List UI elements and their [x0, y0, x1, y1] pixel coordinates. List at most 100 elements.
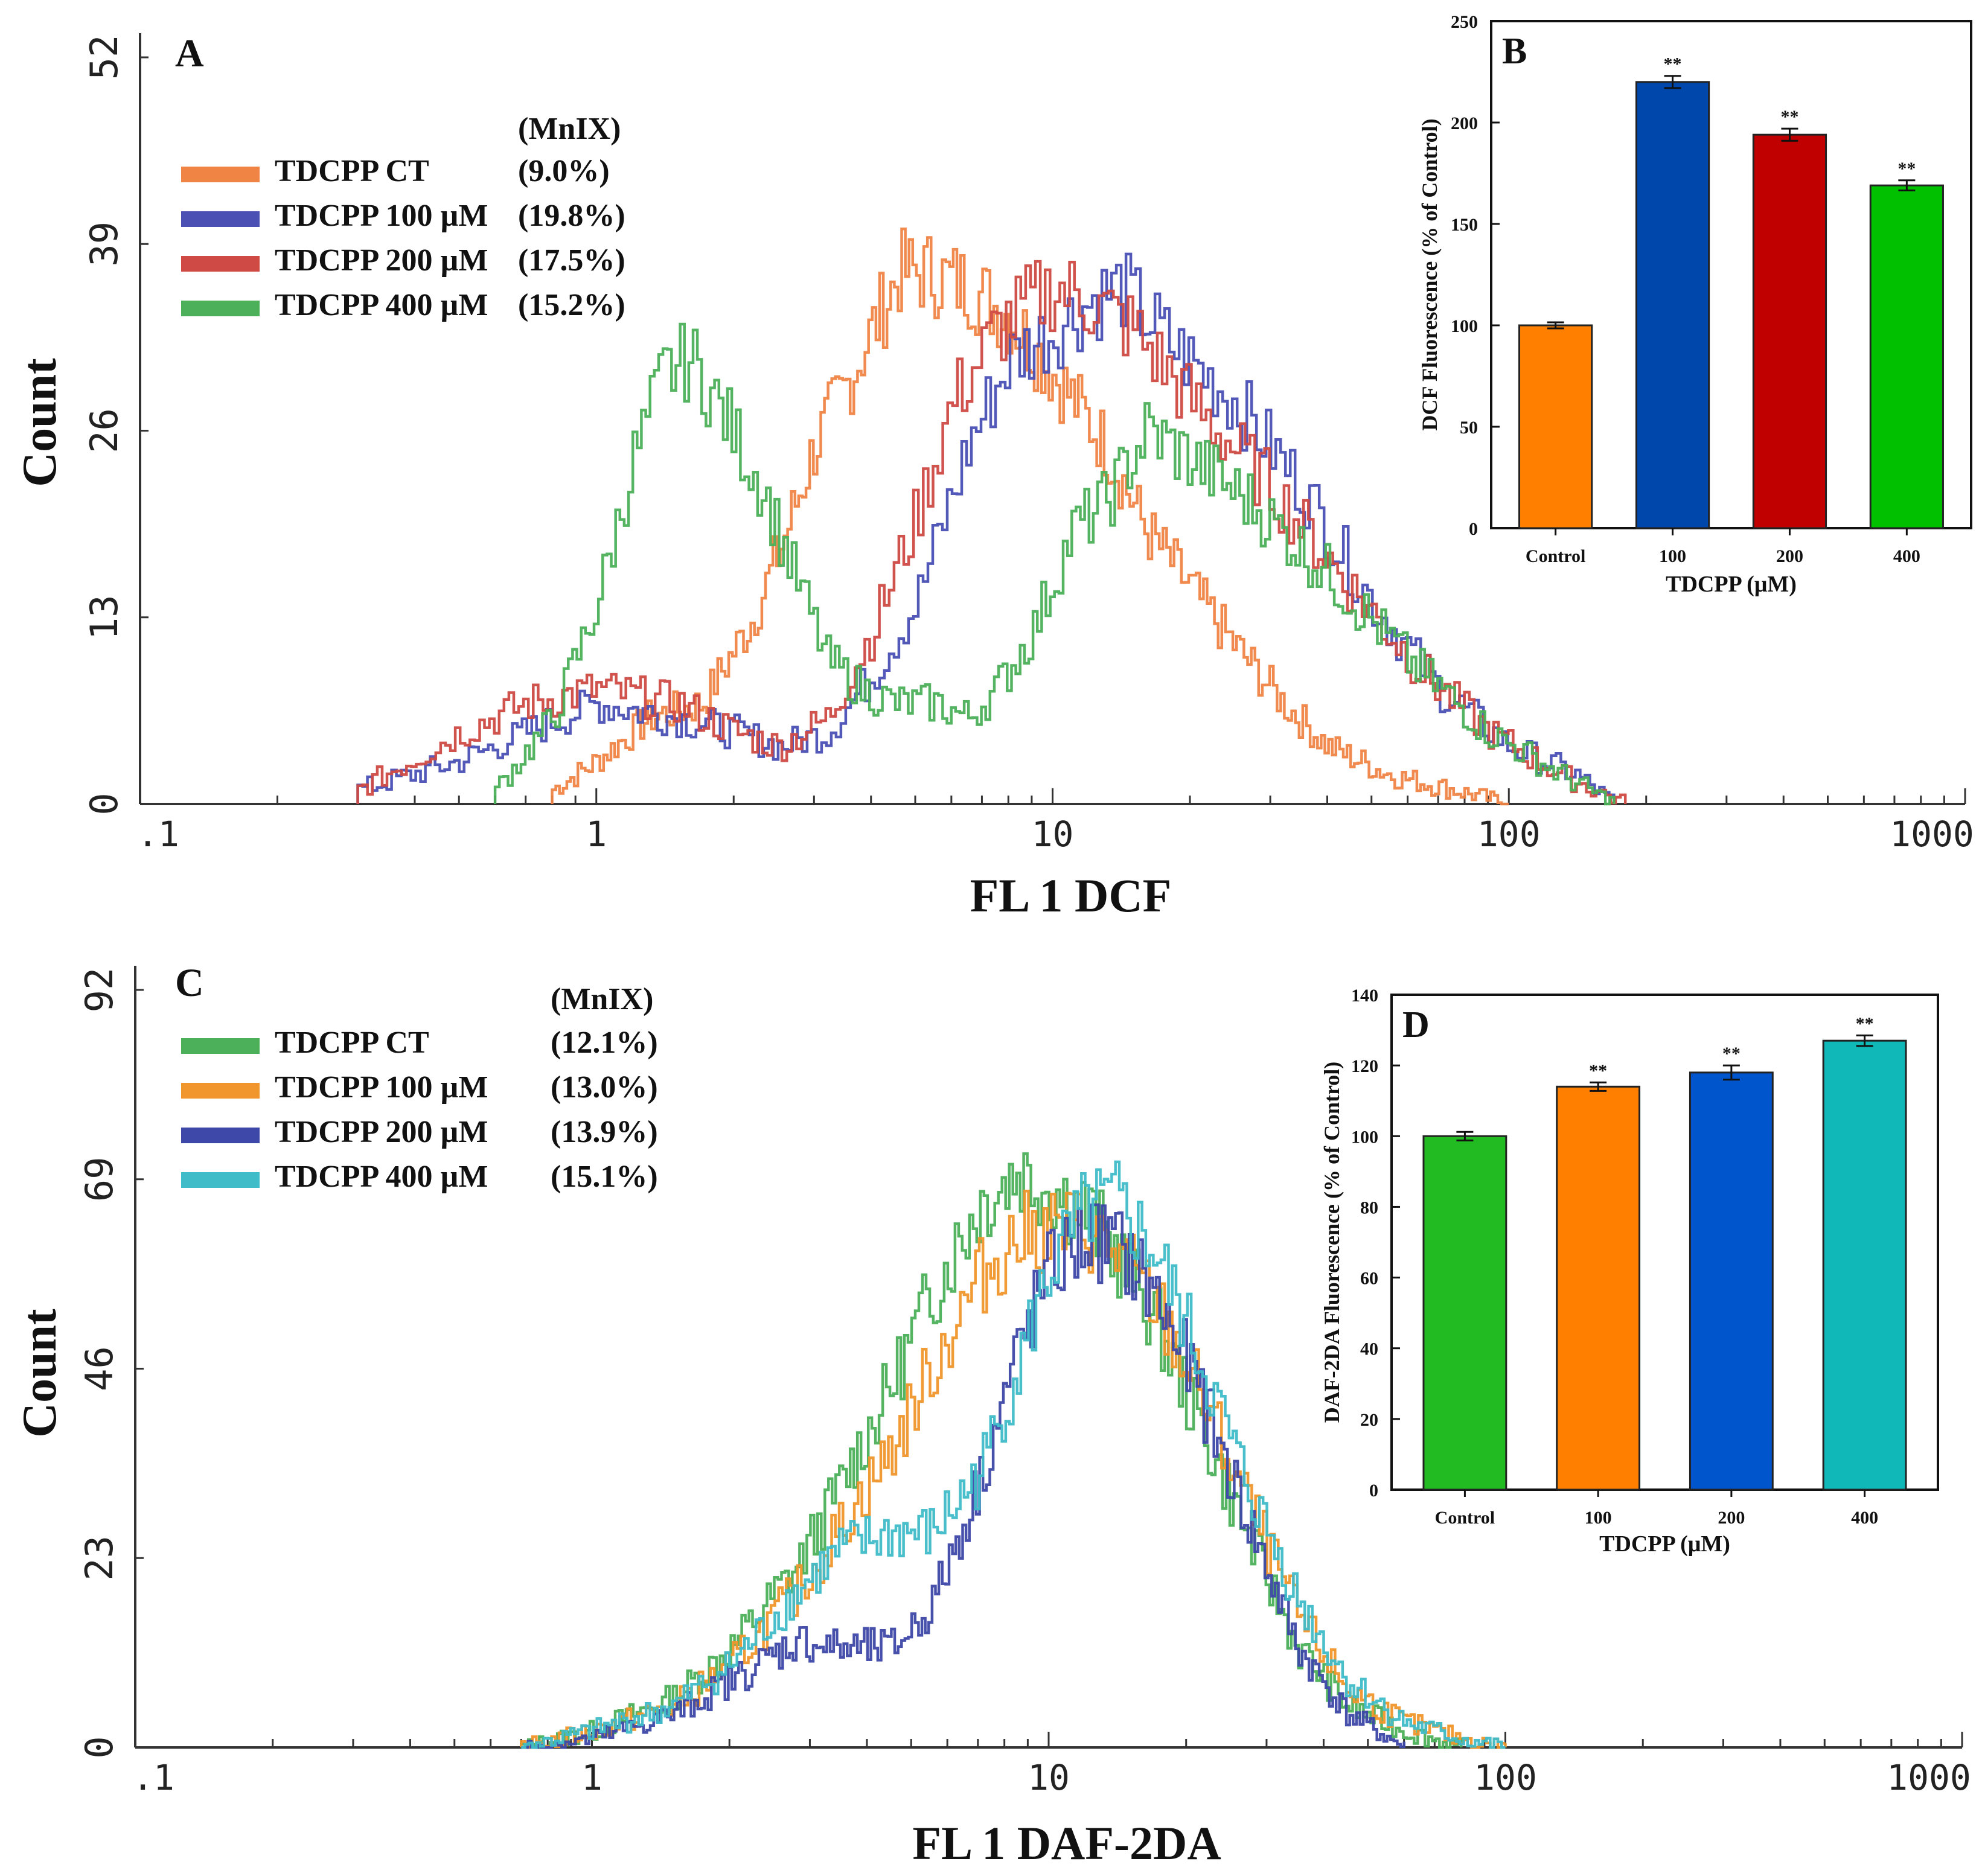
- y-tick-label: 80: [1360, 1198, 1378, 1217]
- legend-pct: (19.8%): [518, 199, 625, 233]
- x-tick-label: .1: [137, 814, 179, 855]
- y-tick-label: 46: [77, 1346, 121, 1391]
- legend-entry: TDCPP 200 µM: [275, 1115, 488, 1149]
- legend-pct: (17.5%): [518, 243, 625, 278]
- bar-1: [1635, 81, 1710, 529]
- series-line-1: [520, 1189, 1507, 1749]
- y-tick-label: 140: [1351, 986, 1378, 1006]
- y-tick-label: 13: [82, 595, 126, 640]
- x-tick-label: 10: [1028, 1757, 1070, 1798]
- y-tick-label: 20: [1360, 1410, 1378, 1430]
- legend: (MnIX) TDCPP CT (12.1%) TDCPP 100 µM (13.0%)…: [181, 982, 658, 1194]
- bar-3: [1869, 184, 1944, 529]
- bar-0: [1518, 324, 1593, 529]
- y-tick-label: 92: [77, 968, 121, 1013]
- bar-0: [1422, 1135, 1507, 1491]
- y-axis-label: Count: [13, 1309, 66, 1438]
- legend-swatch: [181, 167, 260, 182]
- panel-label: B: [1502, 31, 1527, 72]
- legend-pct: (9.0%): [518, 154, 610, 188]
- x-tick-label: 100: [1477, 814, 1541, 855]
- y-tick-label: 52: [82, 35, 126, 80]
- x-tick-label: 1000: [1890, 814, 1974, 855]
- y-tick-label: 60: [1360, 1269, 1378, 1289]
- legend-swatch: [181, 256, 260, 272]
- legend-entry: TDCPP 100 µM: [275, 199, 488, 233]
- x-tick-label: 100: [1659, 546, 1686, 566]
- significance-label: **: [1780, 107, 1798, 127]
- y-tick-label: 69: [77, 1157, 121, 1202]
- y-tick-label: 39: [82, 222, 126, 267]
- significance-label: **: [1722, 1044, 1741, 1064]
- x-tick-label: .1: [132, 1757, 174, 1798]
- legend-pct: (13.9%): [551, 1115, 658, 1149]
- legend-entry: TDCPP 100 µM: [275, 1070, 488, 1105]
- x-ticks: [139, 788, 1966, 804]
- legend-entry: TDCPP 400 µM: [275, 1160, 488, 1194]
- series-line-3: [521, 1160, 1506, 1749]
- panel-label: D: [1402, 1004, 1430, 1045]
- legend-entry: TDCPP 400 µM: [275, 288, 488, 322]
- legend-swatch: [181, 301, 260, 316]
- legend-swatch: [181, 211, 260, 227]
- y-axis-label: DAF-2DA Fluorescence (% of Control): [1320, 1062, 1344, 1423]
- legend-entry: TDCPP 200 µM: [275, 243, 488, 278]
- x-tick-label: Control: [1526, 546, 1585, 566]
- x-tick-label: 100: [1585, 1508, 1612, 1528]
- legend-swatch: [181, 1038, 260, 1054]
- panel-B: 0 50 100 150 200 250 Control ** 100 ** 200 ** 400 TDC…: [1418, 12, 1972, 597]
- significance-label: **: [1589, 1061, 1607, 1080]
- x-tick-label: 400: [1851, 1508, 1878, 1528]
- bar-2: [1689, 1071, 1774, 1491]
- y-tick-label: 50: [1460, 418, 1478, 438]
- y-tick-label: 0: [82, 793, 126, 815]
- x-tick-label: 1: [586, 814, 607, 855]
- y-tick-label: 100: [1451, 316, 1478, 336]
- bar-1: [1556, 1085, 1641, 1491]
- panel-label: A: [175, 31, 204, 75]
- legend-swatch: [181, 1128, 260, 1143]
- x-tick-label: 400: [1893, 546, 1920, 566]
- x-tick-label: 1: [581, 1757, 603, 1798]
- y-tick-label: 150: [1451, 215, 1478, 235]
- legend-pct: (12.1%): [551, 1026, 658, 1060]
- legend-entry: TDCPP CT: [275, 154, 429, 188]
- significance-label: **: [1897, 159, 1916, 179]
- legend: (MnIX) TDCPP CT (9.0%) TDCPP 100 µM (19.8%) T…: [181, 112, 625, 322]
- significance-label: **: [1664, 54, 1682, 74]
- legend-header: (MnIX): [551, 982, 653, 1016]
- legend-pct: (15.1%): [551, 1160, 658, 1194]
- significance-label: **: [1856, 1013, 1874, 1033]
- y-tick-label: 0: [1469, 519, 1478, 539]
- bar-3: [1822, 1039, 1907, 1491]
- panel-D: 0 20 40 60 80 100 120 140 Control ** 100 ** 200 ** 400…: [1320, 986, 1939, 1557]
- x-ticks: [134, 1732, 1963, 1747]
- y-tick-label: 250: [1451, 12, 1478, 32]
- legend-swatch: [181, 1083, 260, 1099]
- y-tick-label: 40: [1360, 1339, 1378, 1359]
- legend-pct: (13.0%): [551, 1070, 658, 1105]
- y-tick-label: 0: [1369, 1481, 1378, 1501]
- series-line-3: [493, 322, 1616, 806]
- y-tick-label: 26: [82, 408, 126, 453]
- y-axis-label: DCF Fluorescence (% of Control): [1418, 118, 1442, 430]
- y-axis-label: Count: [13, 358, 66, 487]
- x-axis-label: TDCPP (μM): [1666, 572, 1797, 597]
- y-tick-label: 0: [77, 1736, 121, 1758]
- x-tick-label: Control: [1435, 1508, 1495, 1528]
- x-axis-label: FL 1 DCF: [970, 869, 1172, 922]
- y-tick-label: 120: [1351, 1056, 1378, 1076]
- y-tick-label: 200: [1451, 113, 1478, 133]
- legend-entry: TDCPP CT: [275, 1026, 429, 1060]
- y-tick-label: 100: [1351, 1127, 1378, 1147]
- series-line-2: [521, 1203, 1405, 1749]
- legend-swatch: [181, 1172, 260, 1188]
- panel-label: C: [175, 961, 204, 1005]
- y-tick-label: 23: [77, 1536, 121, 1581]
- x-axis-label: TDCPP (μM): [1599, 1531, 1730, 1557]
- x-axis-label: FL 1 DAF-2DA: [912, 1817, 1221, 1869]
- x-tick-label: 200: [1776, 546, 1803, 566]
- series-line-0: [551, 227, 1509, 806]
- x-tick-label: 1000: [1887, 1757, 1971, 1798]
